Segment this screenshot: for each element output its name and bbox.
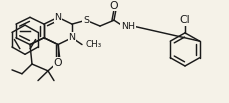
Text: S: S <box>83 16 89 25</box>
Text: N: N <box>54 13 61 22</box>
Text: Cl: Cl <box>179 15 189 25</box>
Text: NH: NH <box>120 22 134 31</box>
Text: CH₃: CH₃ <box>86 40 102 49</box>
Text: N: N <box>68 33 75 42</box>
Text: O: O <box>53 58 62 68</box>
Text: O: O <box>109 1 118 11</box>
